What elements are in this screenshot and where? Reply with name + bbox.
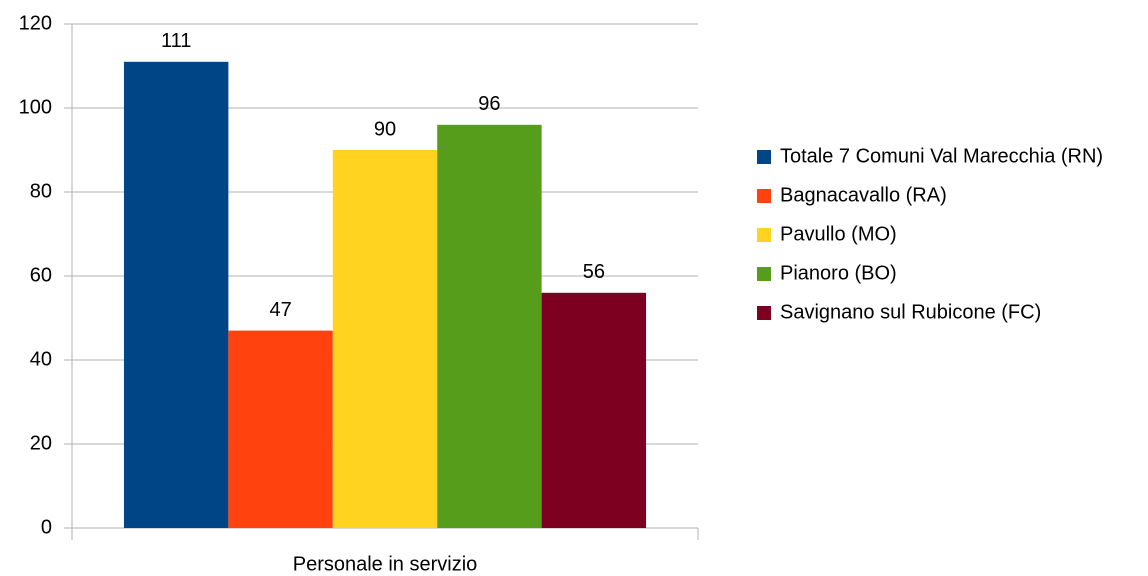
legend-swatch (757, 267, 771, 281)
legend-label: Savignano sul Rubicone (FC) (780, 301, 1041, 323)
y-tick-label: 20 (30, 432, 52, 454)
y-tick-label: 0 (41, 516, 52, 538)
legend-label: Pianoro (BO) (780, 262, 897, 284)
data-label: 90 (374, 118, 396, 140)
data-label: 96 (478, 93, 500, 115)
bar (123, 61, 229, 529)
legend-swatch (757, 228, 771, 242)
y-tick-label: 100 (19, 96, 52, 118)
legend-swatch (757, 150, 771, 164)
y-tick-label: 80 (30, 180, 52, 202)
bar (437, 124, 542, 529)
data-label: 111 (161, 30, 191, 52)
legend-swatch (757, 306, 771, 320)
legend-label: Bagnacavallo (RA) (780, 184, 947, 206)
y-tick-label: 120 (19, 12, 52, 34)
bar (332, 150, 438, 528)
bar (228, 330, 333, 528)
legend-label: Pavullo (MO) (780, 223, 897, 245)
legend-label: Totale 7 Comuni Val Marecchia (RN) (780, 145, 1103, 167)
legend-swatch (757, 189, 771, 203)
data-label: 47 (269, 299, 291, 321)
bar (541, 292, 647, 528)
x-tick-label: Personale in servizio (293, 553, 478, 575)
y-tick-label: 40 (30, 348, 52, 370)
data-label: 56 (583, 261, 605, 283)
y-tick-label: 60 (30, 264, 52, 286)
